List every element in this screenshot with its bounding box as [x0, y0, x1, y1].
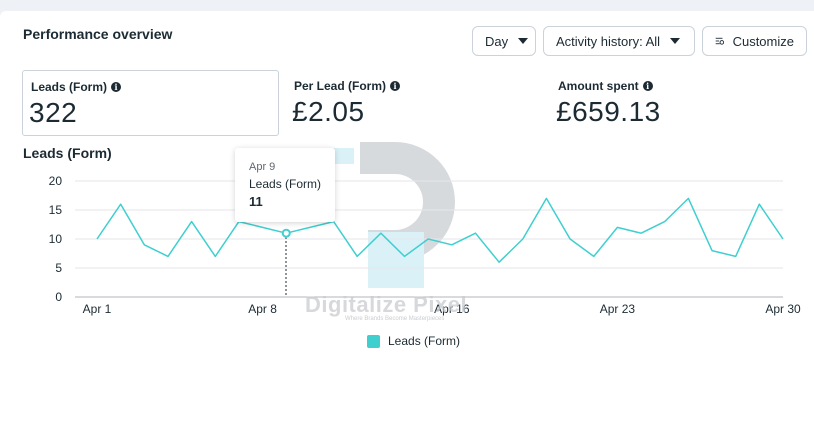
- caret-down-icon: [670, 38, 681, 44]
- legend-label: Leads (Form): [388, 334, 461, 348]
- x-tick-label: Apr 8: [248, 302, 277, 316]
- y-tick-label: 0: [55, 290, 62, 304]
- highlighted-point[interactable]: [281, 228, 291, 238]
- x-tick-label: Apr 30: [765, 302, 801, 316]
- chart-tooltip: Apr 9 Leads (Form) 11: [235, 148, 335, 222]
- metric-label: Per Lead (Form): [294, 79, 387, 93]
- customize-label: Customize: [732, 33, 794, 49]
- chart-legend[interactable]: Leads (Form): [367, 334, 460, 348]
- y-tick-label: 20: [49, 174, 63, 188]
- customize-icon: [715, 37, 725, 45]
- activity-history-dropdown[interactable]: Activity history: All: [543, 26, 695, 56]
- metric-amount-spent-card[interactable]: Amount spent i £659.13: [550, 70, 800, 136]
- chart-title: Leads (Form): [23, 145, 112, 161]
- watermark-tagline: Where Brands Become Masterpieces: [345, 316, 445, 322]
- metric-value: £659.13: [556, 96, 661, 127]
- day-dropdown-label: Day: [485, 33, 509, 49]
- metric-value: 322: [29, 97, 78, 128]
- legend-swatch: [367, 334, 380, 348]
- y-tick-label: 5: [55, 261, 62, 275]
- metric-value: £2.05: [292, 96, 365, 127]
- x-tick-label: Apr 1: [83, 302, 112, 316]
- y-tick-label: 15: [49, 203, 63, 217]
- caret-down-icon: [518, 38, 529, 44]
- customize-button[interactable]: Customize: [702, 26, 807, 56]
- info-icon[interactable]: i: [390, 81, 401, 91]
- x-tick-label: Apr 23: [600, 302, 636, 316]
- tooltip-date: Apr 9: [249, 161, 276, 173]
- y-tick-label: 10: [49, 232, 63, 246]
- watermark-text: Digitalize Pixel: [305, 292, 468, 317]
- metric-label: Amount spent: [558, 79, 639, 93]
- watermark-logo-icon: [330, 142, 455, 288]
- tooltip-value: 11: [249, 194, 263, 209]
- info-icon[interactable]: i: [111, 82, 122, 92]
- series-line-leads: [96, 197, 784, 263]
- day-dropdown[interactable]: Day: [472, 26, 536, 56]
- page-title: Performance overview: [23, 26, 173, 42]
- metric-leads-card[interactable]: Leads (Form) i 322: [22, 70, 279, 136]
- metric-per-lead-card[interactable]: Per Lead (Form) i £2.05: [286, 70, 536, 136]
- metric-label: Leads (Form): [31, 80, 108, 94]
- x-tick-label: Apr 16: [434, 302, 470, 316]
- info-icon[interactable]: i: [642, 81, 653, 91]
- activity-history-label: Activity history: All: [556, 33, 661, 49]
- performance-card: [0, 11, 814, 435]
- tooltip-label: Leads (Form): [249, 177, 322, 191]
